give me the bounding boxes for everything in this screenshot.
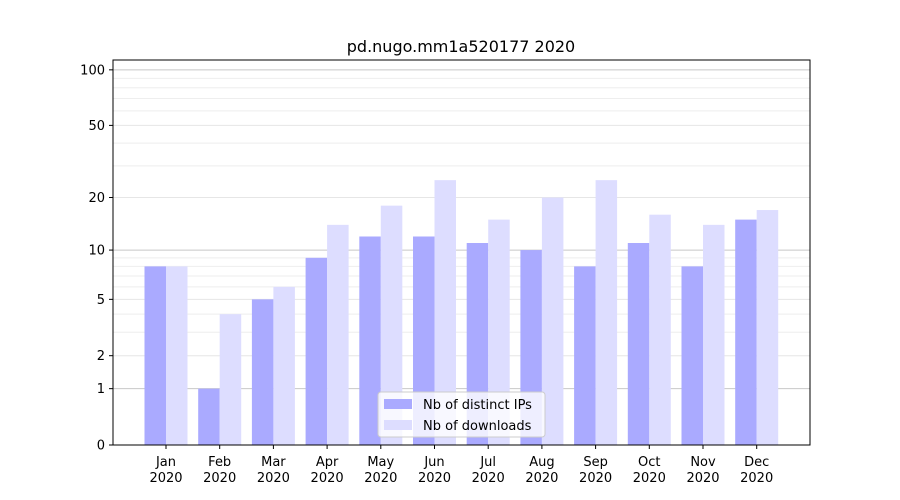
legend-label: Nb of downloads [423, 419, 532, 434]
y-tick-label: 5 [97, 293, 105, 308]
x-tick-label: Sep 2020 [579, 455, 612, 486]
bar-downloads [488, 219, 510, 445]
bar-ips [251, 299, 274, 445]
bar-downloads [380, 205, 403, 445]
bar-downloads [703, 224, 725, 445]
legend-swatch [384, 420, 412, 430]
bar-downloads [541, 197, 564, 445]
x-tick-label: Nov 2020 [686, 455, 719, 486]
y-tick-label: 0 [97, 439, 105, 454]
legend-box [377, 391, 546, 438]
bar-downloads [756, 210, 779, 445]
legend-swatch [384, 399, 412, 409]
x-tick-label: Oct 2020 [633, 455, 666, 486]
x-tick-label: Dec 2020 [740, 455, 773, 486]
y-tick-label: 10 [88, 244, 105, 259]
bar-ips [681, 266, 703, 445]
y-tick-label: 100 [80, 63, 105, 78]
bar-downloads [649, 214, 671, 445]
y-tick-label: 20 [88, 191, 105, 206]
bar-downloads [166, 266, 188, 445]
x-tick-label: Mar 2020 [257, 455, 290, 486]
x-tick-label: Aug 2020 [525, 455, 558, 486]
bar-ips [359, 236, 381, 445]
legend-label: Nb of distinct IPs [423, 398, 532, 413]
chart-title: pd.nugo.mm1a520177 2020 [347, 37, 575, 56]
bar-downloads [327, 224, 349, 445]
x-tick-label: Jun 2020 [418, 455, 451, 486]
bar-ips [198, 388, 220, 445]
bar-ips [305, 257, 328, 445]
x-tick-label: Feb 2020 [203, 455, 236, 486]
bar-ips [144, 266, 166, 445]
y-tick-label: 50 [88, 119, 105, 134]
plot-frame [112, 59, 811, 446]
legend: Nb of distinct IPs Nb of downloads [377, 391, 546, 438]
x-tick-label: May 2020 [364, 455, 397, 486]
y-tick-label: 1 [97, 382, 105, 397]
bar-ips [574, 266, 596, 445]
bar-ips [627, 243, 650, 445]
y-tick-label: 2 [97, 349, 105, 364]
bar-downloads [434, 180, 456, 445]
bar-ips [735, 219, 757, 445]
x-tick-label: Jul 2020 [472, 455, 505, 486]
x-tick-label: Apr 2020 [311, 455, 344, 486]
bar-downloads [219, 314, 242, 445]
bar-downloads [595, 180, 618, 445]
x-tick-label: Jan 2020 [149, 455, 182, 486]
bar-downloads [273, 286, 295, 445]
